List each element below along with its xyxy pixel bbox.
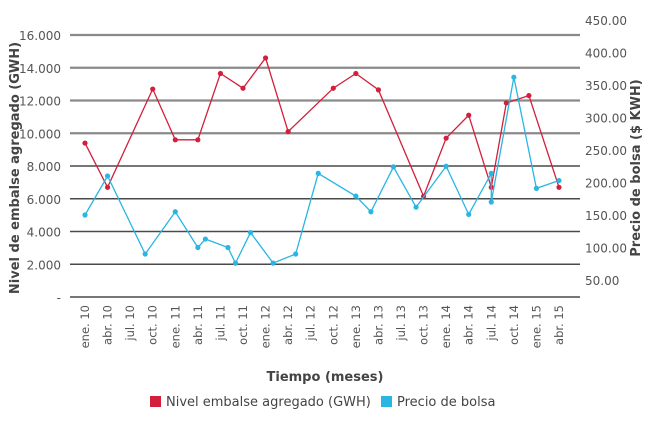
x-tick-label: jul. 10 bbox=[123, 305, 137, 342]
data-point bbox=[232, 260, 239, 266]
y2-tick-label: 100.00 bbox=[585, 242, 627, 256]
data-point bbox=[533, 185, 540, 191]
y2-tick-label: 450.00 bbox=[585, 14, 627, 28]
data-point bbox=[293, 251, 299, 257]
y-axis-title: Nivel de embalse agregado (GWH) bbox=[8, 42, 23, 294]
x-tick-label: oct. 11 bbox=[236, 305, 250, 345]
y-tick-label: 16.000 bbox=[19, 29, 61, 43]
y2-axis-title: Precio de bolsa ($ KWH) bbox=[629, 79, 644, 257]
x-tick-label: oct. 10 bbox=[146, 305, 160, 345]
x-tick-label: ene. 10 bbox=[78, 305, 92, 348]
y-tick-label: 12.000 bbox=[19, 95, 61, 109]
y2-tick-label: 150.00 bbox=[585, 209, 627, 223]
data-point bbox=[270, 260, 276, 266]
y-tick-label: 14.000 bbox=[19, 62, 61, 76]
x-tick-label: ene. 14 bbox=[439, 305, 453, 348]
data-point bbox=[82, 212, 88, 218]
data-point bbox=[556, 184, 562, 190]
right-axis-ticks: 50.00 100.00 150.00 200.00 250.00 300.00 350.0… bbox=[585, 14, 627, 288]
x-tick-label: abr. 11 bbox=[191, 305, 205, 345]
x-tick-label: oct. 12 bbox=[326, 305, 340, 345]
data-point bbox=[202, 236, 208, 242]
x-axis-title: Tiempo (meses) bbox=[267, 370, 384, 385]
x-tick-label: ene. 11 bbox=[168, 305, 182, 348]
data-point bbox=[511, 74, 517, 80]
x-tick-label: jul. 11 bbox=[213, 305, 227, 342]
x-tick-label: abr. 15 bbox=[552, 305, 566, 345]
data-point bbox=[556, 177, 562, 184]
data-point bbox=[503, 100, 509, 106]
x-axis-ticks: ene. 10 abr. 10 jul. 10 oct. 10 ene. 11 abr. … bbox=[78, 305, 566, 348]
data-point bbox=[443, 163, 449, 169]
data-point bbox=[142, 251, 148, 257]
x-tick-label: abr. 14 bbox=[462, 305, 476, 345]
x-tick-label: ene. 15 bbox=[529, 305, 543, 348]
data-point bbox=[315, 170, 321, 176]
data-point bbox=[104, 173, 111, 179]
y2-tick-label: 250.00 bbox=[585, 144, 627, 158]
y2-tick-label: 350.00 bbox=[585, 79, 627, 93]
data-point bbox=[353, 193, 359, 199]
y2-tick-label: 400.00 bbox=[585, 47, 627, 61]
y2-tick-label: 50.00 bbox=[585, 274, 619, 288]
data-point bbox=[247, 229, 254, 236]
data-point bbox=[104, 184, 111, 190]
y-tick-label: 8.000 bbox=[27, 160, 61, 174]
series-line bbox=[84, 77, 560, 265]
left-axis-ticks: - 2.000 4.000 6.000 8.000 10.000 12.000 14.000 1… bbox=[19, 29, 61, 305]
data-point bbox=[285, 129, 291, 135]
x-tick-label: oct. 13 bbox=[417, 305, 431, 345]
data-point bbox=[443, 135, 449, 141]
y-tick-label: 4.000 bbox=[27, 226, 61, 240]
data-point bbox=[488, 170, 494, 176]
data-point bbox=[466, 211, 472, 217]
data-point bbox=[466, 112, 472, 118]
series-lines bbox=[82, 55, 562, 266]
data-point bbox=[82, 140, 88, 146]
data-point bbox=[390, 164, 397, 170]
legend: Nivel embalse agregado (GWH) Precio de b… bbox=[150, 395, 495, 410]
data-point bbox=[262, 55, 269, 61]
x-tick-label: ene. 12 bbox=[259, 305, 273, 348]
x-tick-label: jul. 12 bbox=[304, 305, 318, 342]
data-point bbox=[413, 204, 419, 210]
y2-tick-label: 200.00 bbox=[585, 177, 627, 191]
data-point bbox=[353, 70, 359, 77]
data-point bbox=[368, 209, 374, 215]
y2-tick-label: 300.00 bbox=[585, 112, 627, 126]
legend-label-precio: Precio de bolsa bbox=[397, 395, 495, 410]
data-point bbox=[172, 209, 178, 215]
x-tick-label: jul. 13 bbox=[394, 305, 408, 342]
x-tick-label: abr. 10 bbox=[101, 305, 115, 345]
data-point bbox=[195, 137, 201, 143]
data-point bbox=[225, 244, 231, 251]
data-point bbox=[150, 86, 156, 92]
y-tick-label: 2.000 bbox=[27, 258, 61, 272]
series-precio-bolsa bbox=[82, 74, 562, 266]
data-point bbox=[217, 70, 224, 77]
x-tick-label: ene. 13 bbox=[349, 305, 363, 348]
y-tick-label: 6.000 bbox=[27, 193, 61, 207]
legend-label-nivel: Nivel embalse agregado (GWH) bbox=[166, 395, 371, 410]
y-tick-label: - bbox=[57, 291, 61, 305]
x-tick-label: abr. 12 bbox=[281, 305, 295, 345]
x-tick-label: oct. 14 bbox=[507, 305, 521, 345]
data-point bbox=[172, 137, 178, 143]
x-tick-label: jul. 14 bbox=[484, 305, 498, 342]
data-point bbox=[526, 92, 532, 99]
gridlines bbox=[70, 33, 580, 298]
data-point bbox=[240, 85, 246, 91]
data-point bbox=[488, 199, 494, 205]
legend-swatch-precio bbox=[381, 396, 392, 407]
y-tick-label: 10.000 bbox=[19, 127, 61, 141]
data-point bbox=[330, 85, 336, 91]
x-tick-label: abr. 13 bbox=[371, 305, 385, 345]
data-point bbox=[195, 244, 201, 251]
legend-swatch-nivel bbox=[150, 396, 161, 407]
data-point bbox=[375, 87, 382, 93]
